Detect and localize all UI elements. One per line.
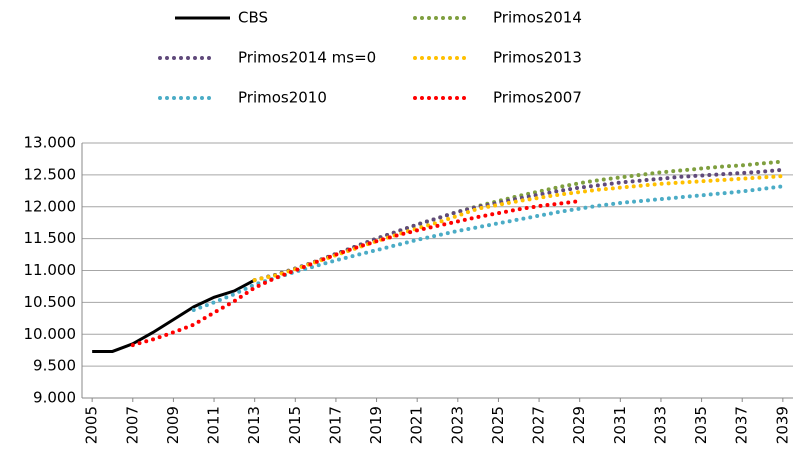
x-tick-label: 2037 [733,406,751,444]
x-tick-label: 2029 [570,406,588,444]
x-tick-label: 2031 [611,406,629,444]
legend-label: Primos2013 [493,49,582,67]
series-line [252,174,785,283]
y-tick-label: 10.500 [24,293,77,311]
y-tick-label: 12.000 [24,197,77,215]
x-tick-label: 2009 [164,406,182,444]
x-tick-label: 2039 [773,406,791,444]
y-tick-label: 13.000 [24,134,77,152]
x-tick-label: 2023 [448,406,466,444]
x-tick-label: 2033 [651,406,669,444]
y-tick-label: 10.000 [24,325,77,343]
legend-label: Primos2014 ms=0 [238,49,376,67]
x-tick-label: 2007 [123,406,141,444]
legend-label: Primos2014 [493,9,582,27]
x-tick-label: 2025 [489,406,507,444]
legend-label: Primos2010 [238,89,327,107]
y-tick-label: 11.500 [24,229,77,247]
x-tick-label: 2027 [530,406,548,444]
x-tick-label: 2017 [326,406,344,444]
x-tick-label: 2035 [692,406,710,444]
x-tick-label: 2011 [205,406,223,444]
x-tick-label: 2019 [367,406,385,444]
series-line [92,278,256,353]
x-tick-label: 2021 [408,406,426,444]
series-line [252,167,785,283]
y-tick-label: 12.500 [24,165,77,183]
series-line [130,199,582,348]
legend-label: CBS [238,9,268,27]
y-tick-label: 9.000 [33,389,76,407]
y-tick-label: 9.500 [33,357,76,375]
x-tick-label: 2015 [286,406,304,444]
y-tick-label: 11.000 [24,261,77,279]
legend-label: Primos2007 [493,89,582,107]
x-tick-label: 2005 [83,406,101,444]
x-tick-label: 2013 [245,406,263,444]
